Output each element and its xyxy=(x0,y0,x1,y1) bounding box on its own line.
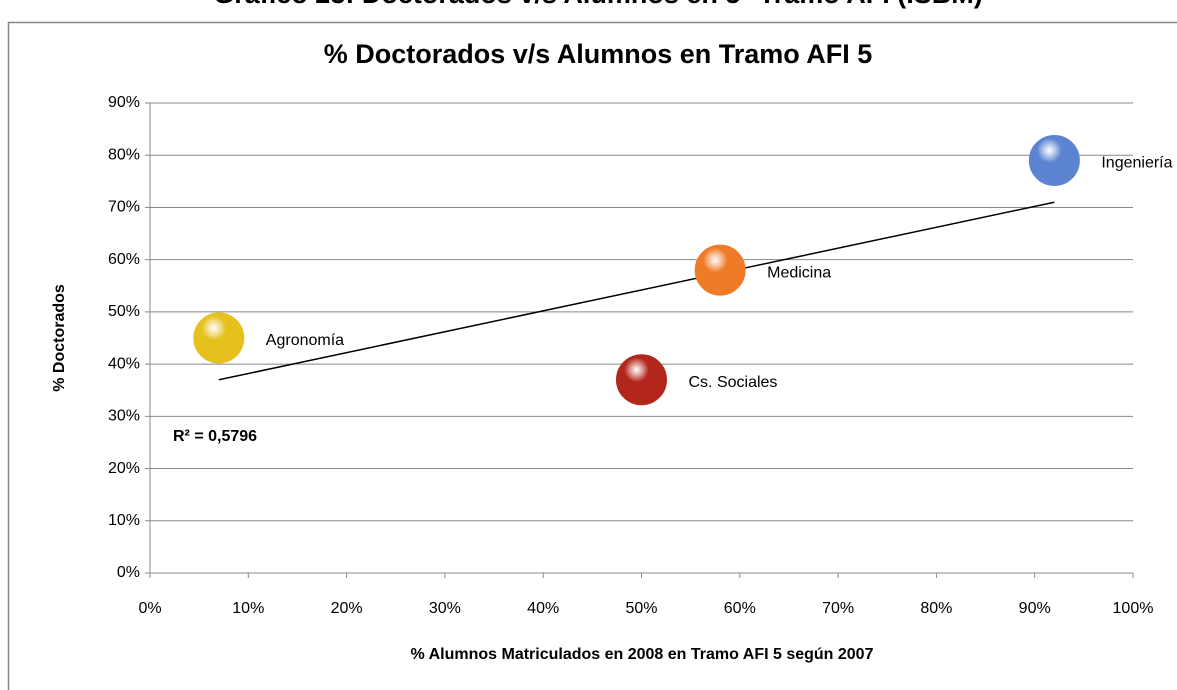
x-tick-label: 10% xyxy=(232,600,264,617)
x-tick-label: 80% xyxy=(920,600,952,617)
y-tick-label: 40% xyxy=(108,355,140,372)
bubble xyxy=(616,354,667,406)
point-label: Cs. Sociales xyxy=(689,374,778,391)
bubble xyxy=(193,312,245,364)
bubble xyxy=(1028,134,1080,186)
x-axis-title: % Alumnos Matriculados en 2008 en Tramo … xyxy=(411,646,874,663)
x-tick-label: 50% xyxy=(625,600,657,617)
y-tick-label: 20% xyxy=(108,460,140,477)
y-tick-label: 70% xyxy=(108,199,140,216)
x-tick-label: 0% xyxy=(138,600,161,617)
y-tick-label: 30% xyxy=(108,408,140,425)
point-label: Agronomía xyxy=(266,332,344,349)
point-label: Ingeniería xyxy=(1101,155,1172,172)
y-tick-label: 0% xyxy=(117,564,140,581)
x-tick-label: 60% xyxy=(724,600,756,617)
chart-title: % Doctorados v/s Alumnos en Tramo AFI 5 xyxy=(324,39,873,69)
x-tick-label: 40% xyxy=(527,600,559,617)
y-tick-label: 60% xyxy=(108,251,140,268)
point-label: Medicina xyxy=(767,264,831,281)
x-tick-label: 90% xyxy=(1019,600,1051,617)
y-tick-label: 90% xyxy=(108,94,140,111)
x-tick-label: 70% xyxy=(822,600,854,617)
supertitle: Gráfico 23: Doctorados v/s Alumnos en 5°… xyxy=(213,0,982,9)
y-tick-label: 10% xyxy=(108,512,140,529)
r-squared: R² = 0,5796 xyxy=(173,428,257,445)
y-axis-title: % Doctorados xyxy=(51,284,68,392)
chart-frame xyxy=(7,21,1177,690)
trendline xyxy=(218,201,1055,381)
bubble xyxy=(694,244,746,296)
x-tick-label: 30% xyxy=(429,600,461,617)
x-tick-label: 20% xyxy=(331,600,363,617)
y-tick-label: 80% xyxy=(108,146,140,163)
x-tick-label: 100% xyxy=(1113,600,1154,617)
y-tick-label: 50% xyxy=(108,303,140,320)
